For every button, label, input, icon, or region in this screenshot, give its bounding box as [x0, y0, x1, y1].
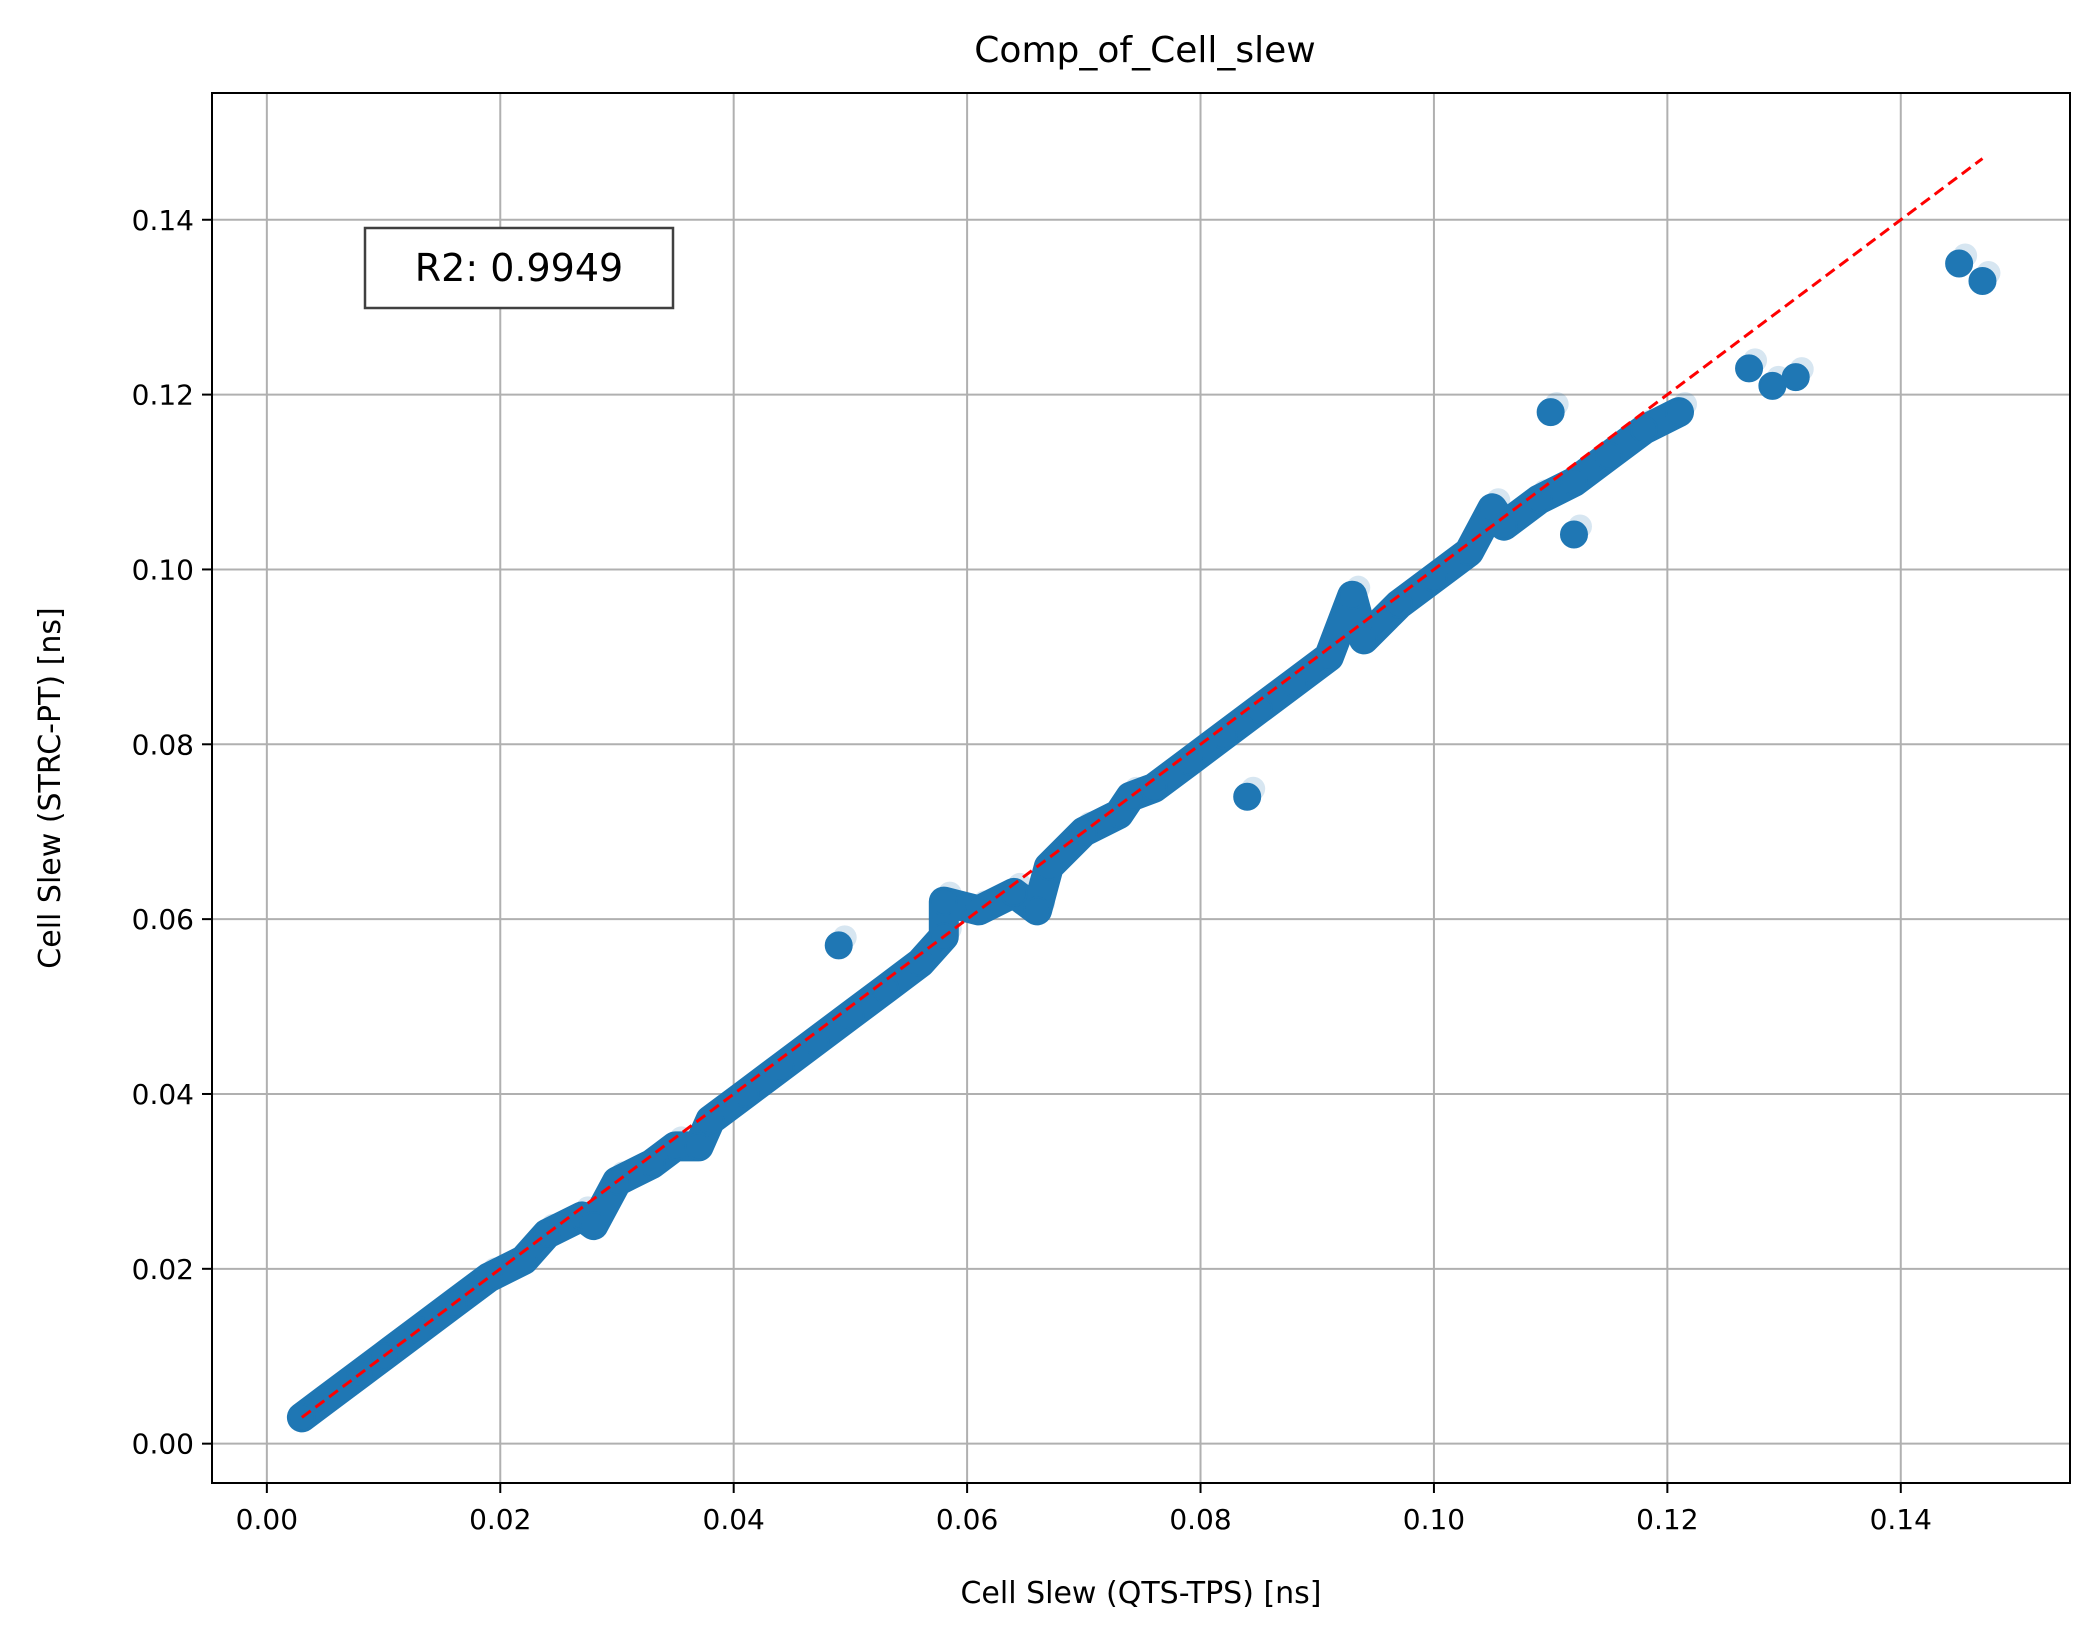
data-point	[1139, 774, 1168, 802]
y-axis-label: Cell Slew (STRC-PT) [ns]	[33, 607, 68, 968]
r2-annotation-box	[363, 226, 675, 310]
x-tick-label: 0.10	[1403, 1503, 1465, 1536]
data-point	[1384, 590, 1413, 619]
data-point	[801, 1027, 830, 1056]
plot-frame	[211, 92, 2071, 1484]
data-point	[1524, 485, 1553, 514]
y-tick-label: 0.00	[132, 1428, 194, 1461]
x-tick-label: 0.00	[236, 1503, 298, 1536]
data-point	[579, 1211, 608, 1240]
data-point	[929, 887, 958, 916]
data-point	[964, 896, 993, 925]
y-tick-label: 0.10	[132, 553, 194, 586]
r2-annotation-text: R2: 0.9949	[415, 246, 623, 290]
data-point	[1116, 782, 1145, 811]
x-axis-label: Cell Slew (QTS-TPS) [ns]	[960, 1576, 1321, 1611]
data-point	[1338, 581, 1367, 610]
data-point	[824, 931, 853, 960]
data-point	[311, 1385, 340, 1414]
reference-line	[300, 157, 1984, 1419]
x-axis-ticks: 0.00 0.02 0.04 0.06 0.08 0.10 0.12 0.14	[236, 1483, 1932, 1536]
data-point	[1945, 249, 1974, 278]
y-tick-label: 0.06	[132, 903, 194, 936]
data-point	[1279, 669, 1308, 698]
y-tick-label: 0.14	[132, 204, 194, 237]
x-tick-label: 0.02	[469, 1503, 531, 1536]
grid	[212, 93, 2070, 1483]
y-tick-label: 0.12	[132, 379, 194, 412]
data-point	[1781, 363, 1810, 392]
data-point	[1968, 266, 1997, 295]
x-tick-label: 0.14	[1870, 1503, 1932, 1536]
data-point	[1735, 354, 1764, 383]
data-point	[871, 975, 900, 1004]
x-tick-label: 0.06	[936, 1503, 998, 1536]
data-point	[731, 1079, 760, 1108]
data-point	[1034, 852, 1063, 881]
data-point	[1559, 520, 1588, 549]
data-point	[474, 1263, 503, 1292]
data-point	[1233, 782, 1262, 811]
data-point	[1559, 468, 1588, 497]
x-tick-label: 0.04	[703, 1503, 765, 1536]
data-point	[1536, 398, 1565, 427]
data-point	[1023, 896, 1052, 925]
data-point	[1454, 537, 1483, 566]
r2-annotation: R2: 0.9949	[363, 226, 675, 310]
data-point	[1758, 371, 1787, 400]
data-point	[1630, 415, 1659, 444]
x-tick-label: 0.08	[1169, 1503, 1231, 1536]
x-tick-label: 0.12	[1636, 1503, 1698, 1536]
data-point	[1349, 625, 1378, 654]
data-point	[1209, 721, 1238, 750]
data-point	[1665, 398, 1694, 427]
y-tick-label: 0.02	[132, 1253, 194, 1286]
data-point	[1595, 441, 1624, 470]
y-tick-label: 0.08	[132, 728, 194, 761]
data-point	[637, 1149, 666, 1178]
y-axis-ticks: 0.00 0.02 0.04 0.06 0.08 0.10 0.12 0.14	[132, 204, 212, 1461]
y-tick-label: 0.04	[132, 1078, 194, 1111]
chart-title: Comp_of_Cell_slew	[974, 30, 1315, 71]
data-point	[684, 1132, 713, 1161]
